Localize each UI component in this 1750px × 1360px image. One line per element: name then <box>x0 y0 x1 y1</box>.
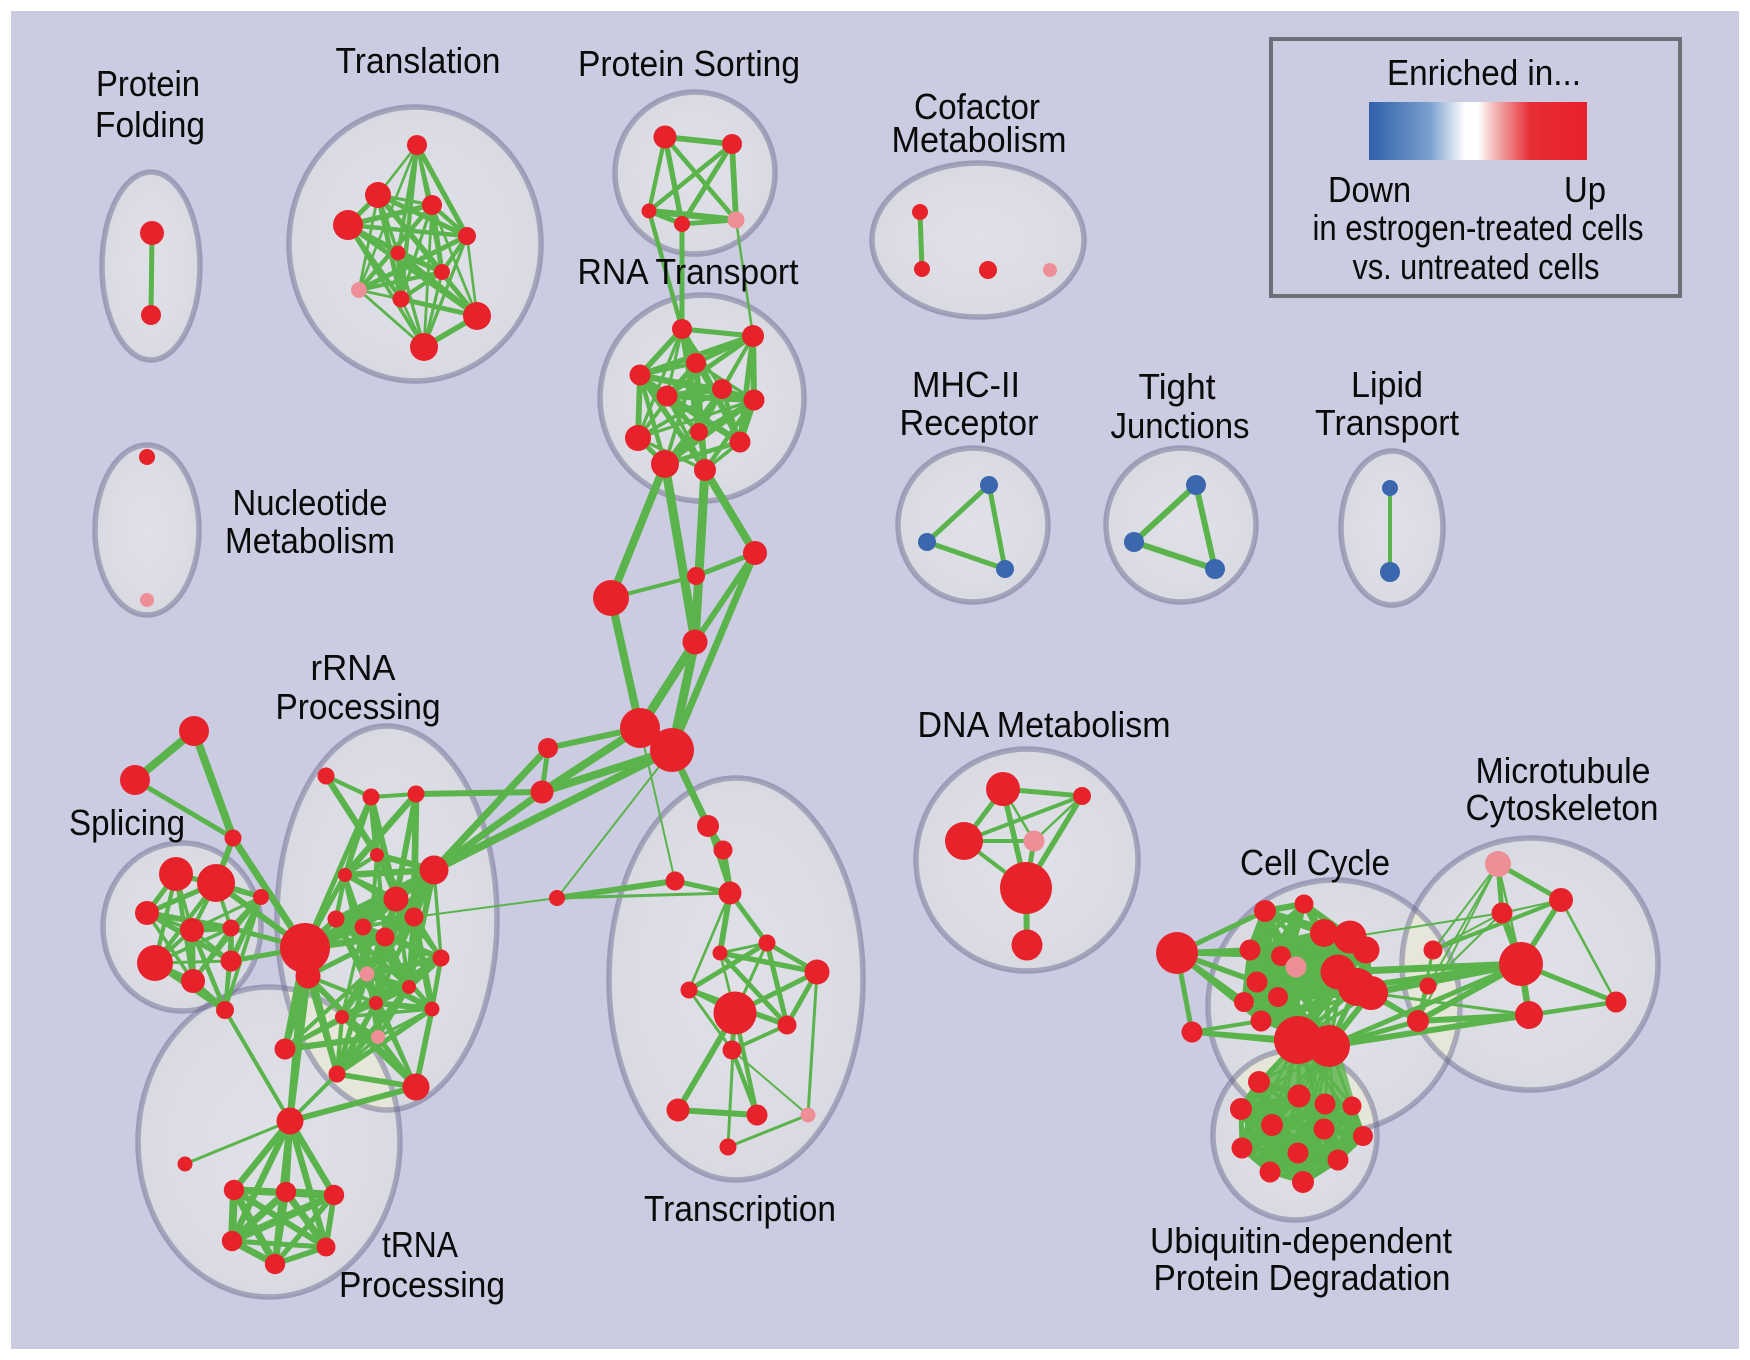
svg-text:in estrogen-treated cells: in estrogen-treated cells <box>1313 207 1644 248</box>
svg-text:vs. untreated cells: vs. untreated cells <box>1353 246 1600 287</box>
svg-text:Ubiquitin-dependent: Ubiquitin-dependent <box>1150 1220 1452 1261</box>
svg-text:Microtubule: Microtubule <box>1476 750 1651 791</box>
svg-text:Translation: Translation <box>336 40 501 81</box>
svg-text:Cytoskeleton: Cytoskeleton <box>1466 787 1659 828</box>
svg-text:Protein Sorting: Protein Sorting <box>578 43 800 84</box>
svg-text:Protein Degradation: Protein Degradation <box>1154 1257 1451 1298</box>
svg-text:Folding: Folding <box>95 104 205 145</box>
svg-text:Splicing: Splicing <box>69 802 185 843</box>
svg-text:RNA Transport: RNA Transport <box>578 251 799 292</box>
svg-text:Transport: Transport <box>1315 402 1459 443</box>
svg-text:rRNA: rRNA <box>311 647 396 688</box>
svg-text:Transcription: Transcription <box>644 1188 836 1229</box>
svg-text:Down: Down <box>1328 169 1411 210</box>
svg-text:Metabolism: Metabolism <box>892 119 1067 160</box>
svg-text:Up: Up <box>1564 169 1606 210</box>
svg-text:DNA Metabolism: DNA Metabolism <box>918 704 1171 745</box>
svg-text:Lipid: Lipid <box>1351 364 1423 405</box>
svg-text:Cell Cycle: Cell Cycle <box>1240 842 1390 883</box>
svg-text:Cofactor: Cofactor <box>914 86 1040 127</box>
svg-text:tRNA: tRNA <box>382 1224 458 1265</box>
svg-text:Receptor: Receptor <box>900 402 1039 443</box>
svg-text:Tight: Tight <box>1139 366 1216 407</box>
svg-text:Processing: Processing <box>339 1264 505 1305</box>
svg-text:MHC-II: MHC-II <box>912 364 1020 405</box>
svg-text:Metabolism: Metabolism <box>225 520 395 561</box>
svg-text:Processing: Processing <box>276 686 441 727</box>
svg-text:Protein: Protein <box>96 63 200 104</box>
svg-text:Nucleotide: Nucleotide <box>233 482 388 523</box>
svg-text:Enriched in...: Enriched in... <box>1387 52 1581 93</box>
svg-text:Junctions: Junctions <box>1111 405 1250 446</box>
